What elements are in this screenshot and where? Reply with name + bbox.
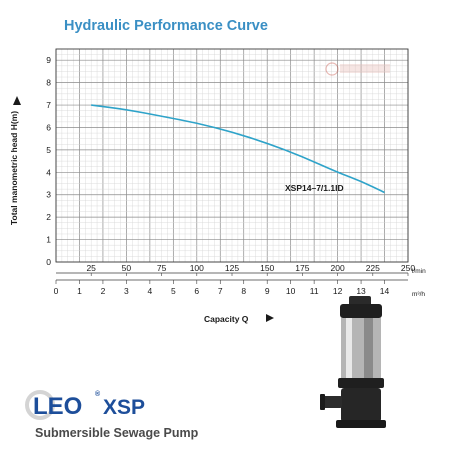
y-tick-labels: 0 1 2 3 4 5 6 7 8 9 [46,55,51,267]
y-tick-label: 9 [46,55,51,65]
logo-swoosh-icon [25,390,55,420]
y-tick-label: 1 [46,235,51,245]
y-tick-label: 2 [46,212,51,222]
x-tick-label-lpm: 225 [366,263,380,273]
y-tick-label: 8 [46,78,51,88]
series-label: XSP14–7/1.1ID [285,183,344,193]
x-tick-label-lpm: 75 [157,263,167,273]
y-tick-label: 6 [46,122,51,132]
series-line-xsp14 [91,104,385,194]
x-tick-label-lpm: 100 [190,263,204,273]
x-tick-label-lpm: 25 [86,263,96,273]
x-tick-label-m3h: 7 [218,286,223,296]
x-tick-label-m3h: 10 [286,286,296,296]
x-unit-m3h: m³/h [412,291,425,298]
brand-logo-text: LEO [33,393,82,420]
brand-series: XSP [103,396,145,419]
x-axis-arrow-icon [266,314,274,322]
x-tick-label-m3h: 9 [265,286,270,296]
y-tick-label: 7 [46,100,51,110]
x-tick-label-lpm: 50 [122,263,132,273]
pump-image [320,296,386,428]
x-tick-labels-m3h: 0 1 2 3 4 5 6 7 8 9 10 11 12 13 14 [54,279,408,296]
brand-tagline: Submersible Sewage Pump [35,426,199,440]
x-tick-label-m3h: 8 [241,286,246,296]
chart-title: Hydraulic Performance Curve [64,18,268,34]
chart-grid [55,48,409,263]
x-tick-label-lpm: 250 [401,263,415,273]
x-tick-label-lpm: 125 [225,263,239,273]
x-tick-label-lpm: 150 [260,263,274,273]
x-tick-labels-lpm: 25 50 75 100 125 150 175 200 225 250 [56,263,415,276]
y-tick-label: 4 [46,167,51,177]
x-tick-label-m3h: 11 [310,286,319,296]
brand-logo: LEO ® XSP [25,390,145,420]
x-tick-label-m3h: 14 [380,286,390,296]
y-tick-label: 5 [46,145,51,155]
x-tick-label-lpm: 200 [331,263,345,273]
x-tick-label-m3h: 1 [77,286,82,296]
x-axis-title: Capacity Q [204,314,249,324]
brand-registered-mark: ® [95,390,101,398]
x-tick-label-m3h: 3 [124,286,129,296]
x-tick-label-m3h: 2 [101,286,106,296]
watermark-logo-icon [325,62,390,76]
y-axis-title: Total manometric head H(m) [9,111,19,225]
x-tick-label-m3h: 5 [171,286,176,296]
x-tick-label-m3h: 0 [54,286,59,296]
y-tick-label: 3 [46,190,51,200]
x-tick-label-m3h: 6 [194,286,199,296]
x-tick-label-lpm: 175 [295,263,309,273]
y-tick-label: 0 [46,257,51,267]
x-tick-label-m3h: 12 [333,286,343,296]
x-tick-label-m3h: 4 [147,286,152,296]
x-tick-label-m3h: 13 [356,286,366,296]
y-axis-arrow-icon [13,96,21,105]
x-unit-lpm: l/min [412,268,426,275]
